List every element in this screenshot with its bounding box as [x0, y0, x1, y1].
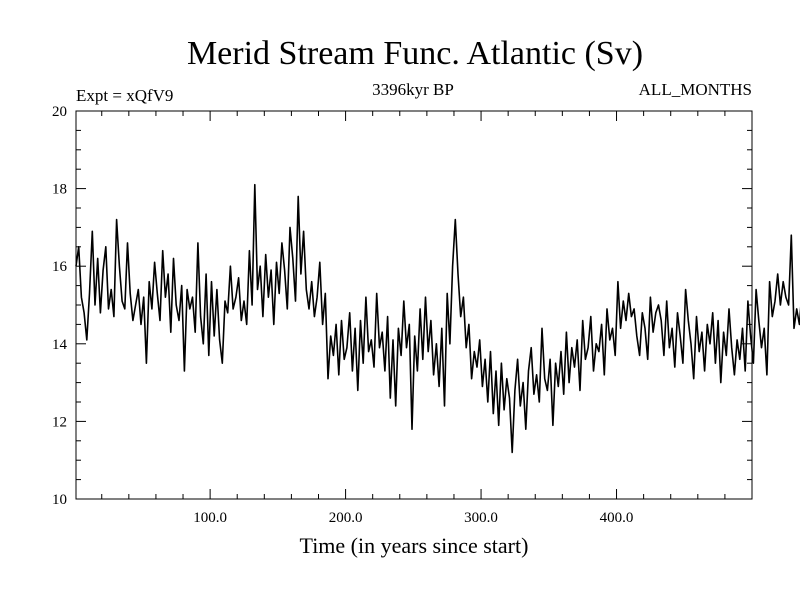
- x-tick-label: 300.0: [464, 510, 498, 526]
- y-tick-label: 14: [52, 337, 68, 353]
- y-tick-label: 16: [52, 259, 68, 275]
- y-tick-label: 18: [52, 182, 67, 198]
- x-tick-label: 200.0: [329, 510, 363, 526]
- y-tick-label: 12: [52, 414, 67, 430]
- axis-tick-labels: 10 12 14 16 18 20 100.0 200.0 300.0 400.0: [52, 104, 633, 526]
- y-tick-label: 20: [52, 104, 67, 120]
- y-tick-label: 10: [52, 492, 67, 508]
- x-tick-label: 400.0: [600, 510, 634, 526]
- plot-frame: [75, 110, 753, 500]
- series-line: [75, 183, 800, 454]
- x-axis-label: Time (in years since start): [300, 533, 529, 558]
- chart-title: Merid Stream Func. Atlantic (Sv): [187, 35, 643, 72]
- experiment-label: Expt = xQfV9: [76, 86, 173, 105]
- months-label: ALL_MONTHS: [639, 80, 752, 99]
- period-label: 3396kyr BP: [372, 80, 454, 99]
- x-tick-label: 100.0: [193, 510, 227, 526]
